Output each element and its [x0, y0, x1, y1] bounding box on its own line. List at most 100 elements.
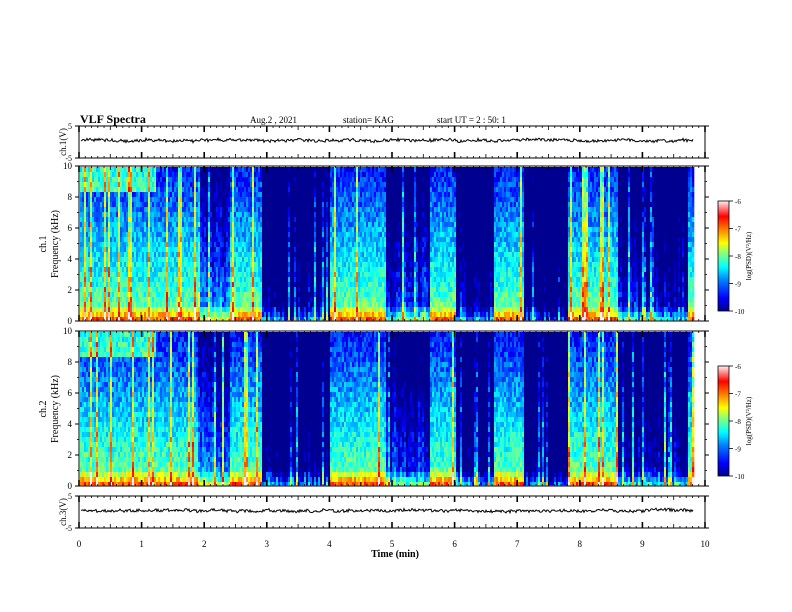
spectrogram-cell — [376, 242, 379, 248]
spectrogram-cell — [348, 182, 351, 188]
spectrogram-cell — [236, 182, 239, 188]
spectrogram-cell — [86, 192, 89, 198]
spectrogram-cell — [360, 222, 363, 228]
spectrogram-cell — [364, 227, 367, 233]
spectrogram-cell — [224, 197, 227, 203]
spectrogram-cell — [140, 217, 143, 223]
spectrogram-cell — [104, 237, 107, 243]
spectrogram-cell — [124, 167, 127, 173]
spectrogram-cell — [378, 172, 381, 178]
spectrogram-cell — [128, 282, 131, 288]
spectrogram-cell — [150, 272, 153, 278]
spectrogram-cell — [332, 227, 335, 233]
spectrogram-cell — [158, 197, 161, 203]
spectrogram-cell — [284, 292, 287, 298]
spectrogram-cell — [246, 292, 249, 298]
spectrogram-cell — [100, 167, 103, 173]
spectrogram-cell — [212, 172, 215, 178]
spectrogram-cell — [398, 292, 401, 298]
spectrogram-cell — [150, 172, 153, 178]
spectrogram-cell — [196, 252, 199, 258]
spectrogram-cell — [376, 217, 379, 223]
spectrogram-cell — [302, 187, 305, 193]
spectrogram-cell — [290, 227, 293, 233]
spectrogram-cell — [116, 242, 119, 248]
spectrogram-cell — [244, 292, 247, 298]
spectrogram-cell — [180, 267, 183, 273]
spectrogram-cell — [186, 312, 189, 318]
spectrogram-cell — [390, 167, 393, 173]
spectrogram-cell — [262, 227, 265, 233]
spectrogram-cell — [254, 282, 257, 288]
spectrogram-cell — [178, 257, 181, 263]
spectrogram-cell — [284, 267, 287, 273]
spectrogram-cell — [132, 172, 135, 178]
spectrogram-cell — [166, 302, 169, 308]
spectrogram-cell — [256, 287, 259, 293]
spectrogram-cell — [376, 207, 379, 213]
spectrogram-cell — [304, 237, 307, 243]
spectrogram-cell — [344, 197, 347, 203]
spectrogram-cell — [312, 292, 315, 298]
spectrogram-cell — [244, 167, 247, 173]
spectrogram-cell — [360, 287, 363, 293]
spectrogram-cell — [252, 267, 255, 273]
spectrogram-cell — [290, 312, 293, 318]
spectrogram-cell — [202, 222, 205, 228]
spectrogram-cell — [232, 237, 235, 243]
spectrogram-cell — [334, 287, 337, 293]
spectrogram-cell — [386, 212, 389, 218]
spectrogram-cell — [130, 192, 133, 198]
spectrogram-cell — [150, 267, 153, 273]
spectrogram-cell — [336, 257, 339, 263]
spectrogram-cell — [108, 217, 111, 223]
spectrogram-cell — [202, 247, 205, 253]
spectrogram-cell — [142, 202, 145, 208]
spectrogram-cell — [296, 237, 299, 243]
spectrogram-cell — [306, 207, 309, 213]
spectrogram-cell — [286, 312, 289, 318]
spectrogram-cell — [146, 192, 149, 198]
spectrogram-cell — [348, 307, 351, 313]
spectrogram-cell — [174, 287, 177, 293]
spectrogram-cell — [188, 257, 191, 263]
spectrogram-cell — [120, 237, 123, 243]
spectrogram-cell — [388, 262, 391, 268]
spectrogram-cell — [186, 262, 189, 268]
spectrogram-cell — [172, 172, 175, 178]
spectrogram-cell — [112, 182, 115, 188]
spectrogram-cell — [378, 187, 381, 193]
spectrogram-cell — [192, 297, 195, 303]
spectrogram-cell — [84, 167, 87, 173]
spectrogram-cell — [198, 177, 201, 183]
spectrogram-cell — [236, 252, 239, 258]
spectrogram-cell — [262, 237, 265, 243]
spectrogram-cell — [310, 182, 313, 188]
spectrogram-cell — [200, 177, 203, 183]
spectrogram-cell — [258, 272, 261, 278]
spectrogram-cell — [328, 187, 331, 193]
spectrogram-cell — [276, 292, 279, 298]
spectrogram-cell — [298, 172, 301, 178]
spectrogram-cell — [198, 307, 201, 313]
spectrogram-cell — [138, 202, 141, 208]
spectrogram-cell — [192, 192, 195, 198]
spectrogram-cell — [164, 187, 167, 193]
spectrogram-cell — [266, 207, 269, 213]
spectrogram-cell — [80, 247, 83, 253]
spectrogram-cell — [276, 262, 279, 268]
spectrogram-cell — [200, 262, 203, 268]
spectrogram-cell — [386, 317, 389, 321]
spectrogram-cell — [144, 257, 147, 263]
spectrogram-cell — [256, 187, 259, 193]
spectrogram-cell — [120, 292, 123, 298]
spectrogram-cell — [184, 307, 187, 313]
spectrogram-cell — [328, 307, 331, 313]
spectrogram-cell — [136, 232, 139, 238]
spectrogram-cell — [378, 182, 381, 188]
spectrogram-cell — [148, 212, 151, 218]
spectrogram-cell — [374, 167, 377, 173]
spectrogram-cell — [388, 227, 391, 233]
spectrogram-cell — [240, 222, 243, 228]
spectrogram-cell — [206, 252, 209, 258]
